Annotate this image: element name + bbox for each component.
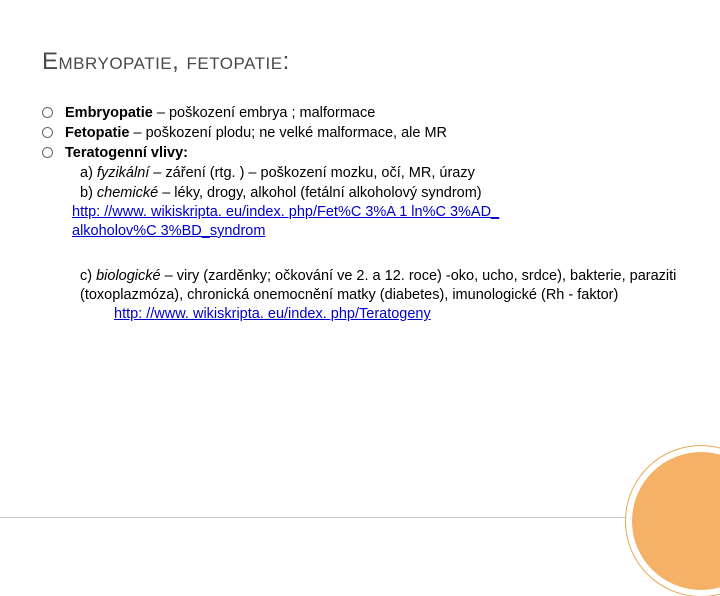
sub-line-a: a) fyzikální – záření (rtg. ) – poškozen… <box>42 164 678 183</box>
sub-line-b: b) chemické – léky, drogy, alkohol (fetá… <box>42 184 678 203</box>
bullet-rest: – poškození embrya ; malformace <box>153 105 375 121</box>
prefix: c) <box>80 268 96 284</box>
bullet-label: Embryopatie <box>65 105 153 121</box>
bullet-item: Teratogenní vlivy: <box>42 144 678 163</box>
prefix: a) <box>80 165 97 181</box>
bullet-text: Fetopatie – poškození plodu; ne velké ma… <box>65 124 678 143</box>
bullet-label: Teratogenní vlivy: <box>65 145 188 161</box>
ital: chemické <box>97 185 158 201</box>
rest: – záření (rtg. ) – poškození mozku, očí,… <box>149 165 475 181</box>
bullet-icon <box>42 107 53 118</box>
link-2[interactable]: http: //www. wikiskripta. eu/index. php/… <box>114 306 431 322</box>
rest: – viry (zarděnky; očkování ve 2. a 12. r… <box>80 268 676 303</box>
link-1[interactable]: http: //www. wikiskripta. eu/index. php/… <box>72 204 499 220</box>
link-line-1b: alkoholov%C 3%BD_syndrom <box>42 222 678 241</box>
bullet-item: Fetopatie – poškození plodu; ne velké ma… <box>42 124 678 143</box>
slide: Embryopatie, fetopatie: Embryopatie – po… <box>0 0 720 540</box>
divider-line <box>0 517 720 518</box>
rest: – léky, drogy, alkohol (fetální alkoholo… <box>158 185 481 201</box>
bullet-icon <box>42 147 53 158</box>
link-1-cont[interactable]: alkoholov%C 3%BD_syndrom <box>72 223 265 239</box>
link-line-2: http: //www. wikiskripta. eu/index. php/… <box>42 305 678 324</box>
circle-decoration <box>626 446 720 596</box>
content-area: Embryopatie – poškození embrya ; malform… <box>42 104 678 324</box>
ital: fyzikální <box>97 165 149 181</box>
sub-line-c: c) biologické – viry (zarděnky; očkování… <box>42 267 678 305</box>
bullet-rest: – poškození plodu; ne velké malformace, … <box>129 125 447 141</box>
bullet-text: Embryopatie – poškození embrya ; malform… <box>65 104 678 123</box>
bullet-text: Teratogenní vlivy: <box>65 144 678 163</box>
bullet-label: Fetopatie <box>65 125 129 141</box>
slide-title: Embryopatie, fetopatie: <box>42 48 678 76</box>
prefix: b) <box>80 185 97 201</box>
ital: biologické <box>96 268 161 284</box>
link-line-1a: http: //www. wikiskripta. eu/index. php/… <box>42 203 678 222</box>
bullet-item: Embryopatie – poškození embrya ; malform… <box>42 104 678 123</box>
bullet-icon <box>42 127 53 138</box>
